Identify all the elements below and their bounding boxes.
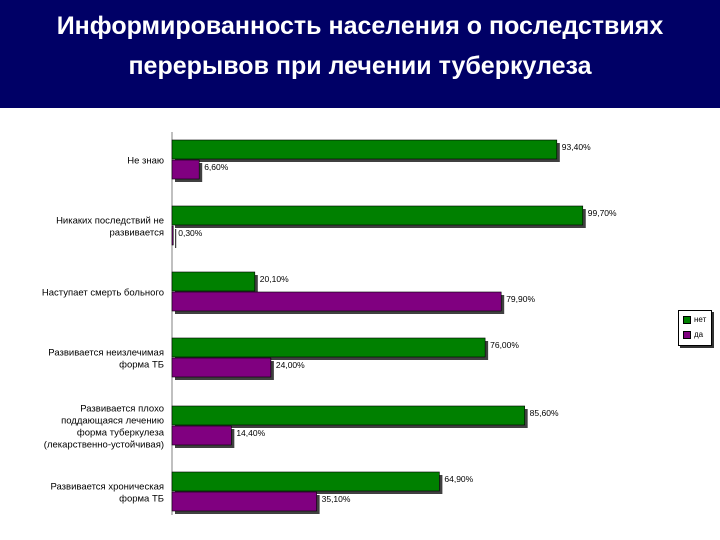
category-label: Развивается хроническая — [50, 482, 164, 493]
legend-item-da: да — [683, 330, 703, 339]
data-label: 14,40% — [236, 428, 265, 438]
bar-da — [171, 357, 272, 378]
category-label: форма ТБ — [119, 494, 164, 505]
bar-net — [171, 271, 256, 292]
legend-label-net: нет — [694, 315, 707, 324]
legend-swatch-da — [683, 330, 691, 339]
data-label: 6,60% — [204, 162, 229, 172]
data-label: 99,70% — [588, 208, 617, 218]
data-label: 85,60% — [530, 408, 559, 418]
category-label: форма ТБ — [119, 360, 164, 371]
category-label: Не знаю — [127, 156, 164, 167]
bar-net — [171, 405, 525, 426]
chart-legend: нет да — [678, 310, 712, 346]
legend-label-da: да — [694, 330, 704, 339]
data-label: 76,00% — [490, 340, 519, 350]
bar-da — [171, 159, 200, 180]
category-label: (лекарственно-устойчивая) — [44, 440, 164, 451]
bar-net — [171, 139, 558, 160]
data-label: 64,90% — [444, 474, 473, 484]
data-label: 0,30% — [178, 228, 203, 238]
bar-net — [171, 471, 440, 492]
bar-da — [171, 491, 317, 512]
bar-da — [171, 225, 174, 246]
data-label: 20,10% — [260, 274, 289, 284]
bar-net — [171, 337, 486, 358]
data-label: 24,00% — [276, 360, 305, 370]
category-label: развивается — [110, 228, 165, 239]
bar-da — [171, 291, 502, 312]
category-label: Наступает смерть больного — [42, 288, 164, 299]
category-label: Никаких последствий не — [56, 216, 164, 227]
category-label: Развивается плохо — [80, 404, 164, 415]
data-label: 93,40% — [562, 142, 591, 152]
title-line-2: перерывов при лечении туберкулеза — [128, 52, 592, 80]
category-label: поддающаяся лечению — [61, 416, 164, 427]
title-band — [0, 0, 720, 108]
bar-da — [171, 425, 232, 446]
data-label: 35,10% — [322, 494, 351, 504]
category-label: Развивается неизлечимая — [48, 348, 164, 359]
title-line-1: Информированность населения о последстви… — [56, 12, 664, 40]
chart-title: Информированность населения о последстви… — [0, 6, 720, 86]
legend-item-net: нет — [683, 315, 706, 324]
legend-swatch-net — [683, 315, 691, 324]
data-label: 79,90% — [506, 294, 535, 304]
category-label: форма туберкулеза — [77, 428, 165, 439]
bar-shadow — [175, 229, 177, 248]
bar-net — [171, 205, 584, 226]
